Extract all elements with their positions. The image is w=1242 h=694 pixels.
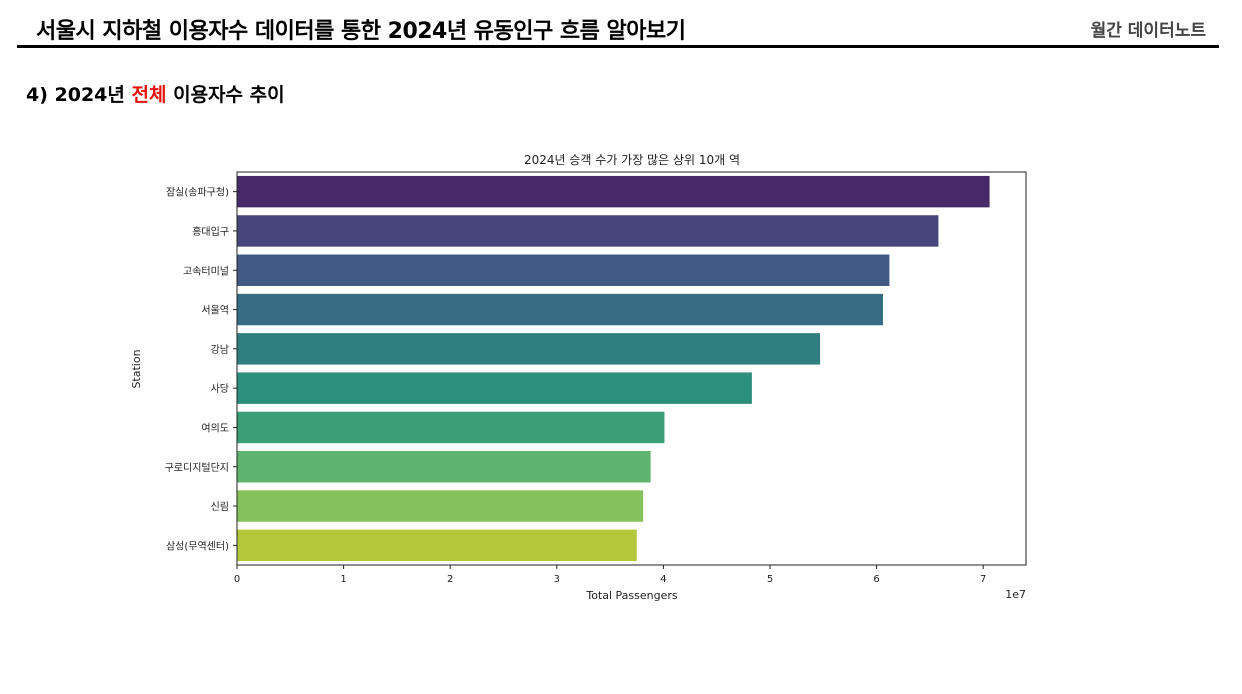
bar bbox=[237, 333, 821, 365]
y-tick-label: 고속터미널 bbox=[183, 265, 229, 277]
x-tick-label: 1 bbox=[340, 574, 346, 585]
y-tick-label: 구로디지털단지 bbox=[165, 462, 229, 474]
bar bbox=[237, 529, 637, 562]
section-highlight: 전체 bbox=[131, 84, 167, 106]
bar bbox=[237, 254, 890, 286]
y-tick-label: 홍대입구 bbox=[192, 225, 229, 238]
x-tick-label: 0 bbox=[234, 574, 240, 585]
y-axis: 잠실(송파구청) 홍대입구고속터미널서울역강남사당여의도구로디지털단지신림삼성(무… bbox=[165, 187, 237, 552]
x-axis-label: Total Passengers bbox=[585, 589, 678, 602]
y-tick-label: 사당 bbox=[211, 383, 229, 395]
x-tick-label: 2 bbox=[447, 574, 453, 585]
y-tick-label: 서울역 bbox=[201, 305, 229, 317]
section-suffix: 이용자수 추이 bbox=[166, 84, 285, 106]
x-tick-label: 6 bbox=[873, 574, 879, 585]
plot-frame bbox=[236, 171, 1027, 566]
x-tick-label: 7 bbox=[980, 574, 986, 585]
bar bbox=[237, 372, 752, 404]
bar-chart: 2024년 승객 수가 가장 많은 상위 10개 역 0 1 2 3 4 5 6 7 잠실(송… bbox=[130, 153, 1027, 602]
x-tick-label: 4 bbox=[660, 574, 666, 585]
bars-layer bbox=[237, 175, 990, 562]
y-tick-label: 신림 bbox=[211, 501, 229, 513]
header-divider bbox=[17, 45, 1219, 48]
brand-label: 월간 데이터노트 bbox=[1090, 21, 1206, 41]
bar bbox=[237, 175, 990, 208]
y-tick-label: 강남 bbox=[211, 344, 229, 356]
bar bbox=[237, 411, 665, 444]
y-tick-label: 잠실(송파구청) bbox=[166, 187, 229, 199]
bar bbox=[237, 451, 651, 483]
x-axis-scale-label: 1e7 bbox=[1005, 588, 1026, 601]
x-tick-label: 3 bbox=[554, 574, 560, 585]
section-heading: 4) 2024년 전체 이용자수 추이 bbox=[26, 80, 285, 107]
page-title: 서울시 지하철 이용자수 데이터를 통한 2024년 유동인구 흐름 알아보기 bbox=[36, 19, 686, 44]
bar bbox=[237, 293, 883, 326]
bar bbox=[237, 490, 644, 522]
y-tick-label: 여의도 bbox=[201, 422, 229, 434]
chart-title: 2024년 승객 수가 가장 많은 상위 10개 역 bbox=[524, 153, 740, 167]
x-axis: 0 1 2 3 4 5 6 7 bbox=[234, 565, 986, 585]
bar bbox=[237, 215, 939, 247]
y-axis-label: Station bbox=[130, 349, 143, 388]
section-prefix: 4) 2024년 bbox=[26, 84, 132, 106]
x-tick-label: 5 bbox=[767, 574, 773, 585]
y-tick-label: 삼성(무역센터) bbox=[166, 540, 229, 552]
